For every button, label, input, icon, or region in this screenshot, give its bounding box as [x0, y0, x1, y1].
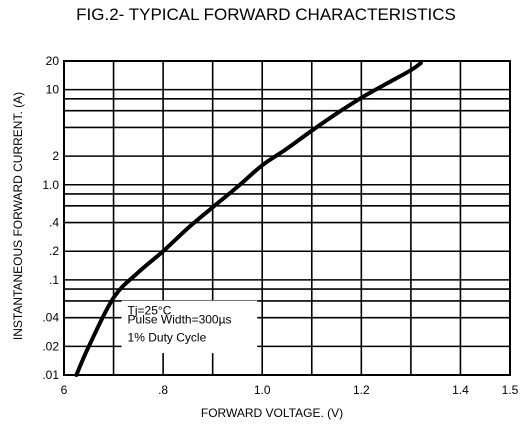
y-tick-label: .04 — [42, 311, 59, 325]
y-tick-label: .2 — [49, 244, 59, 258]
tick-labels: 20 10 2 1.0 .4 .2 .1 .04 .02 .016 .8 1.0 1.2 1.4 1.5 — [42, 54, 518, 397]
x-tick-label: .8 — [158, 383, 168, 397]
y-tick-label: .4 — [49, 216, 59, 230]
y-tick-label: 2 — [52, 149, 59, 163]
y-tick-label: .02 — [42, 339, 59, 353]
x-tick-label: 1.2 — [353, 383, 370, 397]
x-tick-label: 1.5 — [502, 383, 519, 397]
y-tick-label: 10 — [46, 83, 60, 97]
annotation-text: Pulse Width=300µs — [128, 313, 232, 327]
y-tick-label: 1.0 — [42, 178, 59, 192]
x-tick-label: 1.0 — [254, 383, 271, 397]
x-tick-label: 6 — [61, 383, 68, 397]
y-tick-label: 20 — [46, 54, 60, 68]
y-axis-label: INSTANTANEOUS FORWARD CURRENT. (A) — [11, 92, 25, 340]
annotation-background — [121, 300, 258, 354]
chart-title: FIG.2- TYPICAL FORWARD CHARACTERISTICS — [76, 5, 456, 24]
x-tick-label: 1.4 — [452, 383, 469, 397]
annotation-text: Tj=25°C — [128, 304, 172, 318]
y-tick-label: .01 — [42, 368, 59, 382]
series-line — [74, 61, 423, 377]
annotation-text: 1% Duty Cycle — [128, 331, 207, 345]
y-tick-label: .1 — [49, 273, 59, 287]
x-axis-label: FORWARD VOLTAGE. (V) — [201, 406, 343, 420]
plot-frame — [63, 60, 511, 376]
